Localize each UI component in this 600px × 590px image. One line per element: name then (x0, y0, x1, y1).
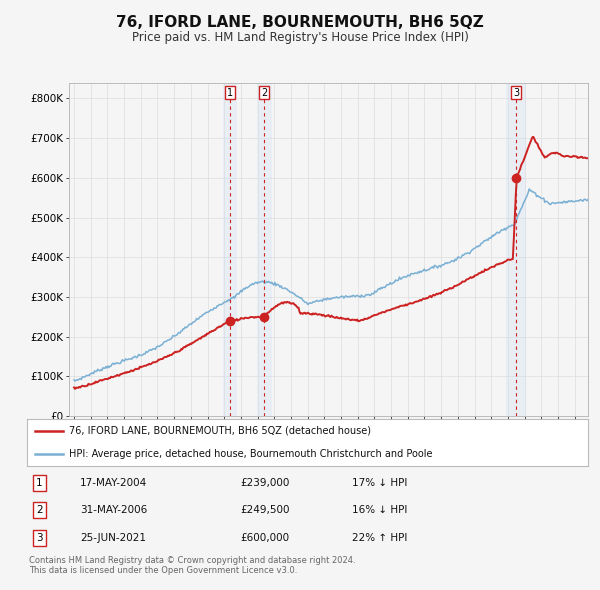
Bar (223, 83, 238, 416)
Text: 2: 2 (261, 87, 268, 97)
Text: £249,500: £249,500 (240, 506, 290, 515)
Text: HPI: Average price, detached house, Bournemouth Christchurch and Poole: HPI: Average price, detached house, Bour… (69, 450, 433, 459)
Text: 25-JUN-2021: 25-JUN-2021 (80, 533, 146, 543)
Text: £600,000: £600,000 (240, 533, 289, 543)
Bar (257, 83, 272, 416)
Text: 17% ↓ HPI: 17% ↓ HPI (352, 478, 408, 488)
Text: 1: 1 (227, 87, 233, 97)
Text: 2: 2 (36, 506, 43, 515)
Text: 31-MAY-2006: 31-MAY-2006 (80, 506, 148, 515)
Text: £239,000: £239,000 (240, 478, 290, 488)
Text: 76, IFORD LANE, BOURNEMOUTH, BH6 5QZ: 76, IFORD LANE, BOURNEMOUTH, BH6 5QZ (116, 15, 484, 30)
Text: Price paid vs. HM Land Registry's House Price Index (HPI): Price paid vs. HM Land Registry's House … (131, 31, 469, 44)
Bar (506, 83, 526, 416)
Text: 16% ↓ HPI: 16% ↓ HPI (352, 506, 408, 515)
Text: 1: 1 (36, 478, 43, 488)
Text: 76, IFORD LANE, BOURNEMOUTH, BH6 5QZ (detached house): 76, IFORD LANE, BOURNEMOUTH, BH6 5QZ (de… (69, 426, 371, 435)
Text: 3: 3 (513, 87, 519, 97)
Text: 17-MAY-2004: 17-MAY-2004 (80, 478, 148, 488)
Text: 22% ↑ HPI: 22% ↑ HPI (352, 533, 408, 543)
Text: Contains HM Land Registry data © Crown copyright and database right 2024.
This d: Contains HM Land Registry data © Crown c… (29, 556, 355, 575)
Text: 3: 3 (36, 533, 43, 543)
